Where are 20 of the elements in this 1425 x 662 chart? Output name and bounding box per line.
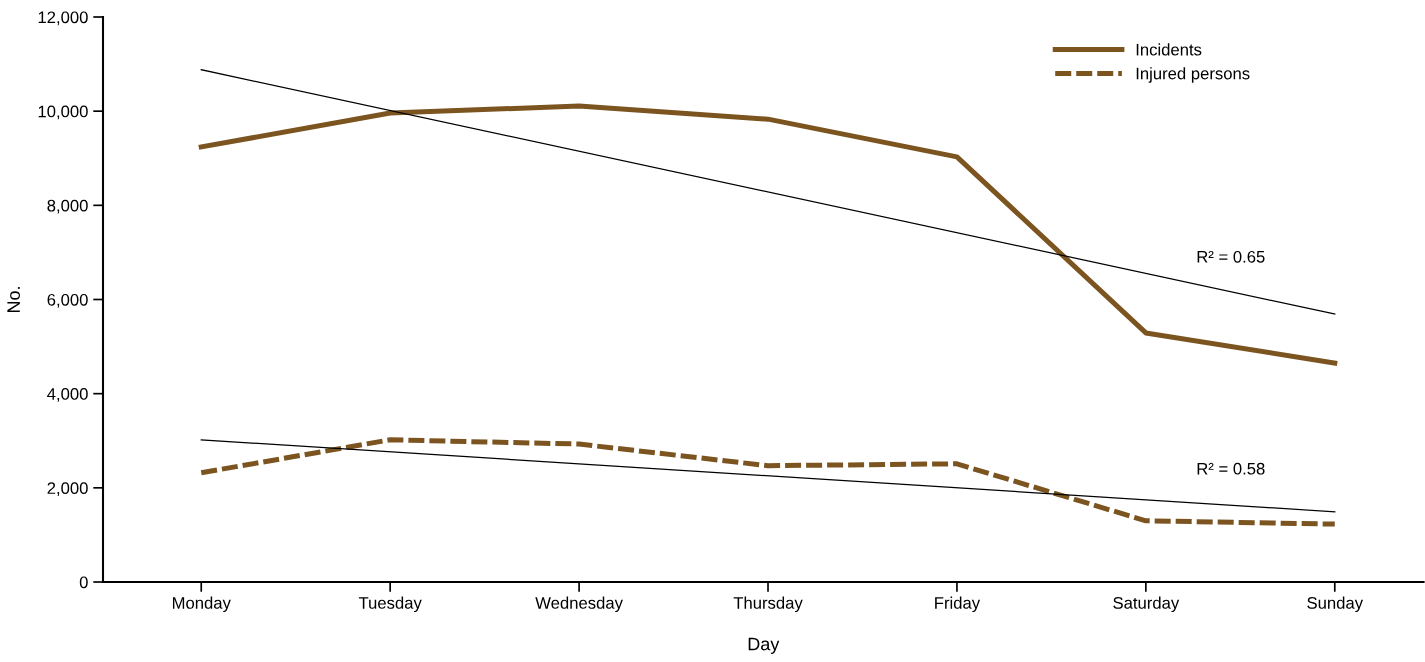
y-tick-label: 4,000 — [47, 388, 88, 402]
annotation: R² = 0.58 — [1197, 462, 1265, 475]
x-tick-label: Sunday — [1307, 596, 1364, 613]
x-tick-label: Wednesday — [535, 596, 623, 613]
legend-label: Injured persons — [1136, 67, 1250, 83]
y-axis-title: No. — [7, 287, 20, 313]
annotation: R² = 0.65 — [1197, 250, 1265, 263]
y-tick-label: 10,000 — [38, 105, 88, 120]
y-tick-label: 6,000 — [47, 293, 88, 308]
y-tick-label: 0 — [79, 576, 88, 589]
y-tick-label: 2,000 — [47, 482, 88, 497]
y-tick-label: 12,000 — [38, 11, 88, 26]
x-tick-label: Saturday — [1113, 596, 1180, 613]
legend-label: Incidents — [1136, 43, 1202, 56]
x-tick-label: Thursday — [733, 596, 803, 613]
y-tick-label: 8,000 — [47, 199, 88, 214]
x-tick-label: Monday — [172, 596, 231, 613]
x-tick-label: Friday — [935, 596, 981, 613]
x-tick-label: Tuesday — [358, 596, 422, 613]
x-axis-title: Day — [748, 637, 780, 654]
